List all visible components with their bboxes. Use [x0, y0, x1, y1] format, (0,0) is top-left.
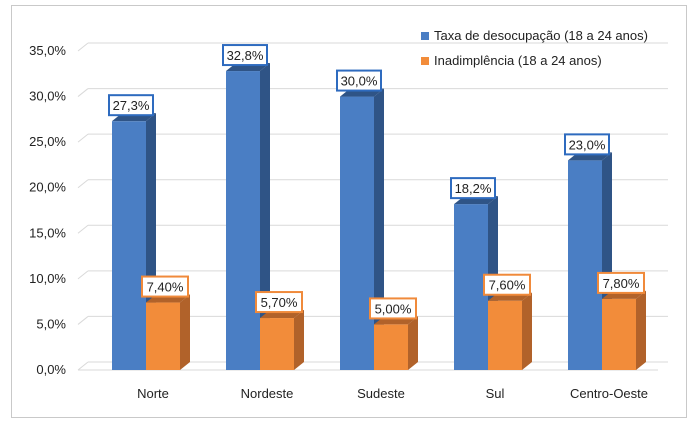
bar-inadimplencia	[146, 302, 180, 370]
y-tick-label: 35,0%	[29, 43, 66, 58]
data-label-box	[564, 133, 610, 156]
y-tick-label: 10,0%	[29, 271, 66, 286]
x-category-label: Centro-Oeste	[570, 386, 648, 401]
gridline-depth	[77, 42, 89, 52]
data-label-box	[108, 94, 154, 117]
data-label-box	[222, 44, 268, 67]
data-label: 7,60%	[489, 278, 526, 293]
x-category-label: Norte	[137, 386, 169, 401]
y-tick-label: 5,0%	[36, 316, 66, 331]
legend-label: Inadimplência (18 a 24 anos)	[434, 53, 602, 68]
data-label: 23,0%	[569, 137, 606, 152]
y-tick-label: 30,0%	[29, 89, 66, 104]
gridline-depth	[77, 133, 89, 143]
data-label-box	[255, 291, 303, 314]
gridline-depth	[77, 361, 89, 371]
x-category-label: Nordeste	[241, 386, 294, 401]
data-label: 32,8%	[227, 48, 264, 63]
data-label-box	[597, 271, 645, 294]
data-label-box	[450, 177, 496, 200]
gridline-depth	[77, 316, 89, 325]
legend-label: Taxa de desocupação (18 a 24 anos)	[434, 28, 648, 43]
legend-swatch	[421, 32, 429, 40]
data-label: 18,2%	[455, 181, 492, 196]
bar-inadimplencia	[602, 298, 636, 370]
bar-desocupacao	[568, 160, 602, 370]
bar-desocupacao	[112, 121, 146, 371]
data-label-box	[336, 69, 382, 92]
data-label: 30,0%	[341, 74, 378, 89]
bar-inadimplencia	[260, 318, 294, 370]
bar-side	[408, 316, 418, 370]
gridline-depth	[77, 270, 89, 280]
bar-inadimplencia	[374, 324, 408, 370]
y-tick-label: 25,0%	[29, 134, 66, 149]
data-label-box	[141, 275, 189, 298]
data-label: 27,3%	[113, 98, 150, 113]
bar-desocupacao	[340, 96, 374, 371]
data-label: 7,80%	[603, 276, 640, 291]
bar-desocupacao	[226, 71, 260, 371]
legend-swatch	[421, 57, 429, 65]
data-label: 5,70%	[261, 295, 298, 310]
data-label-box	[483, 273, 531, 296]
bar-side	[636, 290, 646, 370]
bar-side	[522, 292, 532, 370]
bar-inadimplencia	[488, 300, 522, 370]
y-tick-label: 0,0%	[36, 362, 66, 377]
data-label: 7,40%	[147, 280, 184, 295]
y-tick-label: 20,0%	[29, 180, 66, 195]
bar-side	[180, 294, 190, 370]
bar-side	[294, 310, 304, 370]
x-category-label: Sudeste	[357, 386, 405, 401]
bar-desocupacao	[454, 204, 488, 370]
data-label-box	[369, 297, 417, 320]
data-label: 5,00%	[375, 301, 412, 316]
gridline-depth	[77, 88, 89, 97]
gridline-depth	[77, 224, 89, 234]
y-tick-label: 15,0%	[29, 225, 66, 240]
gridline-depth	[77, 179, 89, 189]
x-category-label: Sul	[486, 386, 505, 401]
